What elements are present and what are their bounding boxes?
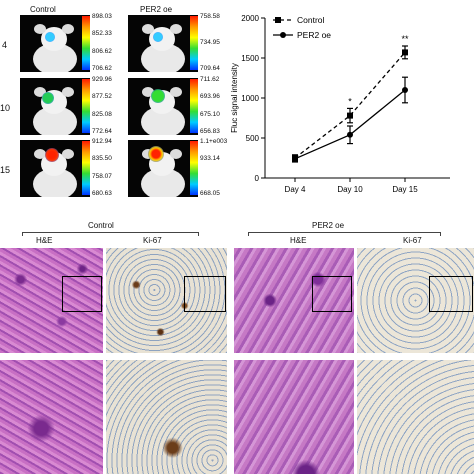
luciferase-signal bbox=[151, 89, 165, 103]
color-scale-label: 758.07 bbox=[92, 172, 112, 180]
color-scale-label: 706.62 bbox=[92, 65, 112, 72]
data-point bbox=[292, 155, 298, 162]
stain-label-he-per2: H&E bbox=[290, 236, 307, 245]
ki67-per2-image bbox=[357, 248, 474, 353]
zoom-box bbox=[184, 276, 226, 312]
color-scale-bar bbox=[190, 79, 198, 133]
mouse-bioluminescence-image bbox=[20, 140, 90, 197]
col-label-control: Control bbox=[30, 5, 56, 14]
y-tick-label: 1500 bbox=[241, 54, 259, 63]
color-scale-label: 709.64 bbox=[200, 65, 220, 72]
color-scale-label: 680.63 bbox=[92, 190, 112, 197]
luciferase-signal bbox=[153, 32, 163, 42]
x-tick-label: Day 15 bbox=[392, 185, 418, 194]
legend-marker bbox=[275, 17, 281, 23]
stain-label-ki67-per2: Ki-67 bbox=[403, 236, 422, 245]
mouse-bioluminescence-image bbox=[128, 15, 198, 72]
color-scale-bar bbox=[190, 16, 198, 70]
row-label-day10: 10 bbox=[0, 103, 11, 113]
color-scale-bar bbox=[190, 141, 198, 195]
data-point bbox=[402, 87, 408, 93]
mouse-silhouette bbox=[141, 87, 185, 135]
chart-legend: Control PER2 oe bbox=[273, 15, 331, 40]
mouse-bioluminescence-image bbox=[20, 78, 90, 135]
color-scale-label: 734.95 bbox=[200, 39, 220, 46]
row-label-day15: 15 bbox=[0, 165, 11, 175]
ki67-control-image bbox=[106, 248, 227, 353]
x-tick-label: Day 4 bbox=[285, 185, 306, 194]
mouse-silhouette bbox=[33, 24, 77, 72]
col-label-per2: PER2 oe bbox=[140, 5, 173, 14]
y-tick-label: 1000 bbox=[241, 94, 259, 103]
color-scale-label: 852.33 bbox=[92, 30, 112, 38]
legend-marker bbox=[280, 32, 286, 38]
color-scale-label: 656.83 bbox=[200, 128, 220, 135]
color-scale-label: 912.94 bbox=[92, 138, 112, 145]
luciferase-signal bbox=[148, 146, 164, 162]
color-scale-bar bbox=[82, 79, 90, 133]
legend-label: PER2 oe bbox=[297, 30, 331, 40]
he-per2-zoom-image bbox=[234, 360, 354, 474]
stain-label-ki67-control: Ki-67 bbox=[143, 236, 162, 245]
he-per2-image bbox=[234, 248, 354, 353]
significance-marker: ** bbox=[401, 34, 409, 44]
group-label-per2: PER2 oe bbox=[312, 221, 345, 230]
y-axis-label: Fluc signal intensity bbox=[230, 63, 239, 133]
chart-axes: 0 500 1000 1500 2000 Day 4 Day 10 Day 15 Fluc si… bbox=[230, 14, 450, 194]
chart-series: *** bbox=[292, 34, 409, 163]
x-tick-label: Day 10 bbox=[337, 185, 363, 194]
color-scale-label: 835.50 bbox=[92, 155, 112, 163]
y-tick-label: 2000 bbox=[241, 14, 259, 23]
color-scale-label: 758.58 bbox=[200, 13, 220, 20]
zoom-box bbox=[429, 276, 473, 312]
luciferase-signal bbox=[45, 32, 55, 42]
mouse-silhouette bbox=[141, 24, 185, 72]
y-tick-label: 500 bbox=[246, 134, 260, 143]
series-line bbox=[294, 51, 406, 159]
mouse-silhouette bbox=[141, 149, 185, 197]
he-control-zoom-image bbox=[0, 360, 103, 474]
mouse-bioluminescence-image bbox=[20, 15, 90, 72]
stain-label-he-control: H&E bbox=[36, 236, 53, 245]
zoom-box bbox=[62, 276, 102, 312]
color-scale-label: 877.52 bbox=[92, 93, 112, 101]
data-point bbox=[347, 131, 353, 138]
fluc-line-chart: 0 500 1000 1500 2000 Day 4 Day 10 Day 15 Fluc si… bbox=[230, 14, 450, 194]
color-scale-label: 929.96 bbox=[92, 76, 112, 83]
mouse-bioluminescence-image bbox=[128, 78, 198, 135]
significance-marker: * bbox=[348, 96, 352, 106]
color-scale-label: 933.14 bbox=[200, 155, 220, 163]
luciferase-signal bbox=[45, 148, 59, 162]
data-point bbox=[402, 49, 408, 56]
legend-label: Control bbox=[297, 15, 325, 25]
color-scale-bar bbox=[82, 16, 90, 70]
ki67-control-zoom-image bbox=[106, 360, 227, 474]
color-scale-label: 898.03 bbox=[92, 13, 112, 20]
color-scale-bar bbox=[82, 141, 90, 195]
group-label-control: Control bbox=[88, 221, 114, 230]
color-scale-label: 772.64 bbox=[92, 128, 112, 135]
color-scale-label: 693.96 bbox=[200, 93, 220, 101]
group-bracket-per2 bbox=[248, 232, 440, 233]
row-label-day4: 4 bbox=[2, 40, 8, 50]
zoom-box bbox=[312, 276, 352, 312]
color-scale-label: 825.08 bbox=[92, 110, 112, 118]
mouse-silhouette bbox=[33, 87, 77, 135]
he-control-image bbox=[0, 248, 103, 353]
color-scale-label: 1.1+e003 bbox=[200, 138, 228, 145]
y-tick-label: 0 bbox=[255, 174, 260, 183]
luciferase-signal bbox=[42, 92, 54, 104]
color-scale-label: 806.62 bbox=[92, 47, 112, 55]
mouse-silhouette bbox=[33, 149, 77, 197]
mouse-bioluminescence-image bbox=[128, 140, 198, 197]
data-point bbox=[347, 112, 353, 119]
color-scale-label: 668.05 bbox=[200, 190, 220, 197]
ki67-per2-zoom-image bbox=[357, 360, 474, 474]
group-bracket-control bbox=[22, 232, 198, 233]
color-scale-label: 711.62 bbox=[200, 76, 220, 83]
color-scale-label: 675.10 bbox=[200, 110, 220, 118]
